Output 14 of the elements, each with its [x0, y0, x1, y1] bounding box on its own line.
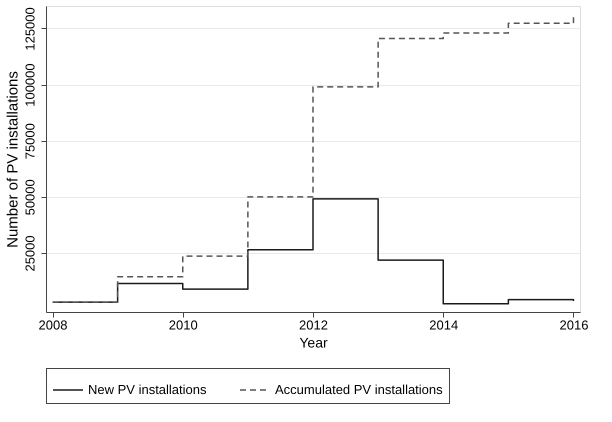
x-tick-label: 2012	[299, 318, 328, 332]
x-tick-label: 2010	[168, 318, 198, 332]
x-tick-label: 2016	[560, 318, 588, 332]
x-tick-label: 2008	[38, 318, 68, 332]
legend-label: New PV installations	[88, 382, 207, 397]
y-axis-title: Number of PV installations	[4, 71, 22, 248]
x-tick-label: 2014	[429, 318, 458, 332]
y-tick-label: 75000	[22, 123, 38, 160]
y-tick-label: 50000	[22, 179, 38, 216]
y-tick-label: 100000	[22, 63, 38, 107]
y-tick-label: 125000	[22, 7, 38, 51]
y-tick-label: 25000	[22, 235, 38, 272]
x-axis-title: Year	[299, 334, 328, 350]
legend-label: Accumulated PV installations	[275, 382, 444, 397]
